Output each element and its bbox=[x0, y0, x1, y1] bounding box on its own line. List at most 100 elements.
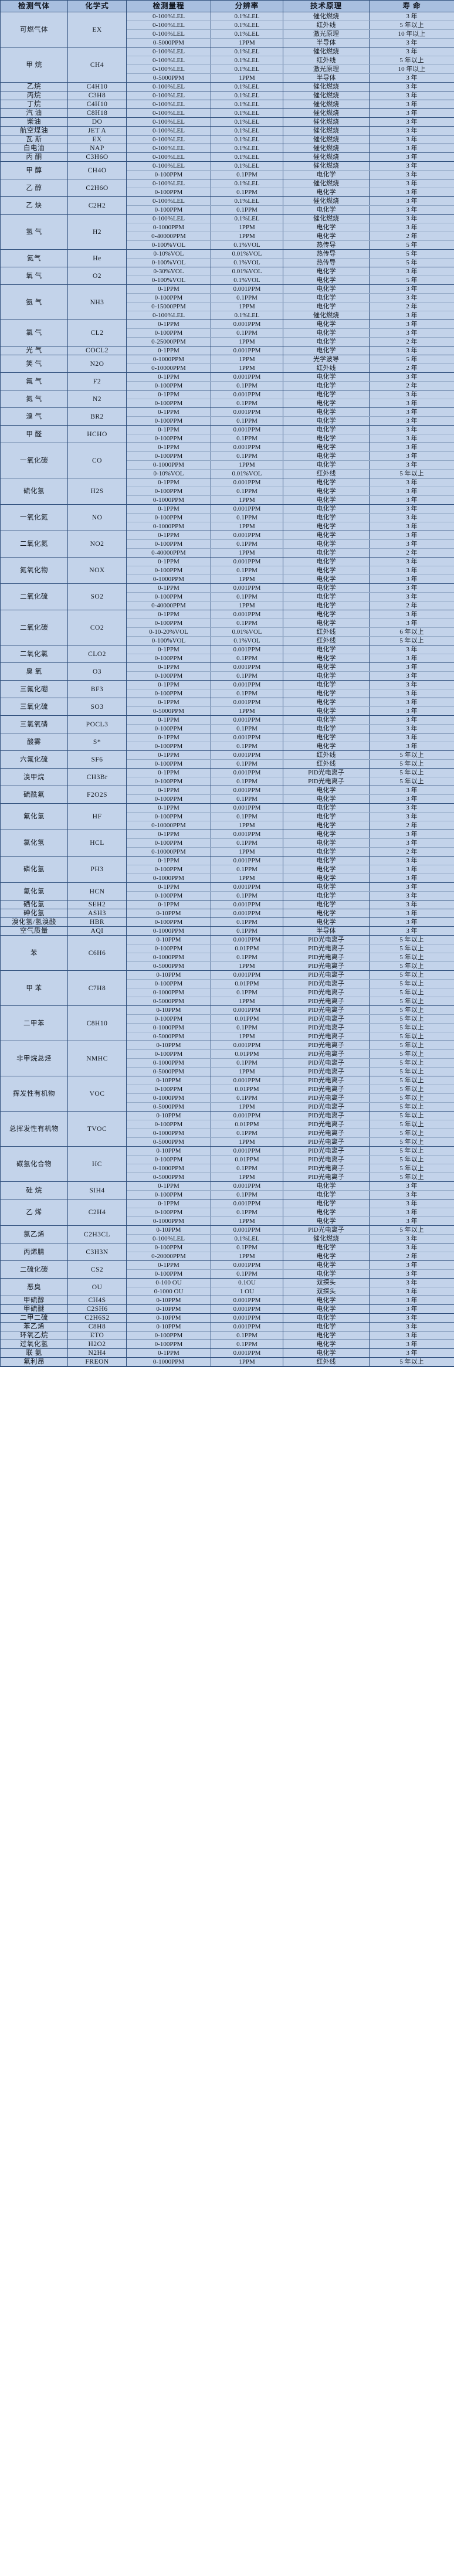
lifetime-cell: 3 年 bbox=[369, 460, 454, 470]
detection-range-cell: 0-1000PPM bbox=[126, 575, 211, 584]
gas-name-cell: 氰化氢 bbox=[0, 882, 68, 900]
gas-name-cell: 氟 气 bbox=[0, 372, 68, 390]
table-row: 二氧化硫 SO2 0-1PPM 0.001PPM 电化学 3 年 bbox=[0, 583, 454, 610]
detection-range-cell: 0-1000PPM bbox=[126, 988, 211, 997]
detection-range-cell: 0-1PPM bbox=[126, 478, 211, 487]
detection-range-cell: 0-100PPM bbox=[126, 917, 211, 927]
table-row: 溴化氢/氢溴酸 HBR 0-100PPM 0.1PPM 电化学 3 年 bbox=[0, 917, 454, 927]
detection-range-cell: 0-100%LEL bbox=[126, 179, 211, 188]
detection-range-cell: 0-10PPM bbox=[126, 935, 211, 944]
resolution-cell: 0.1%LEL bbox=[211, 126, 283, 135]
chemical-formula-cell: C2SH6 bbox=[67, 1304, 127, 1314]
detection-range-cell: 0-100%VOL bbox=[126, 636, 211, 645]
technology-principle-cell: 电化学 bbox=[283, 223, 370, 232]
table-row: 0-40000PPM 1PPM 电化学 2 年 bbox=[1, 232, 454, 241]
gas-name-cell: 乙 醇 bbox=[0, 179, 68, 197]
chemical-formula-cell: SIH4 bbox=[67, 1181, 127, 1199]
table-row: 硫酰氟 F2O2S 0-1PPM 0.001PPM 电化学 3 年 bbox=[0, 786, 454, 804]
chemical-formula-cell: OU bbox=[67, 1278, 127, 1296]
technology-principle-cell: 电化学 bbox=[283, 618, 370, 628]
technology-principle-cell: 红外线 bbox=[283, 759, 370, 769]
resolution-cell: 0.01PPM bbox=[211, 944, 283, 953]
lifetime-cell: 3 年 bbox=[369, 1260, 454, 1270]
technology-principle-cell: 电化学 bbox=[283, 856, 370, 865]
resolution-cell: 0.001PPM bbox=[211, 407, 283, 417]
technology-principle-cell: PID光电离子 bbox=[283, 970, 370, 980]
technology-principle-cell: 电化学 bbox=[283, 592, 370, 601]
lifetime-cell: 3 年 bbox=[369, 742, 454, 751]
lifetime-cell: 5 年 bbox=[369, 249, 454, 259]
chemical-formula-cell: C7H8 bbox=[67, 970, 127, 1006]
lifetime-cell: 3 年 bbox=[369, 715, 454, 725]
detection-range-cell: 0-40000PPM bbox=[126, 548, 211, 558]
technology-principle-cell: 电化学 bbox=[283, 1348, 370, 1358]
resolution-cell: 1PPM bbox=[211, 73, 283, 83]
detection-range-cell: 0-1PPM bbox=[126, 645, 211, 654]
detection-range-cell: 0-10PPM bbox=[126, 1005, 211, 1015]
technology-principle-cell: 电化学 bbox=[283, 821, 370, 830]
gas-name-cell: 二甲二硫 bbox=[0, 1313, 68, 1323]
table-row: 0-5000PPM 1PPM 半导体 3 年 bbox=[1, 38, 454, 47]
resolution-cell: 0.01%VOL bbox=[211, 267, 283, 276]
gas-name-cell: 过氧化氢 bbox=[0, 1340, 68, 1349]
gas-name-cell: 甲 苯 bbox=[0, 970, 68, 1006]
lifetime-cell: 5 年以上 bbox=[369, 1146, 454, 1156]
lifetime-cell: 6 年以上 bbox=[369, 627, 454, 637]
resolution-cell: 0.1%VOL bbox=[211, 258, 283, 267]
resolution-cell: 0.1PPM bbox=[211, 205, 283, 215]
table-row: 柴油 DO 0-100%LEL 0.1%LEL 催化燃烧 3 年 bbox=[0, 117, 454, 127]
detection-range-cell: 0-100PPM bbox=[126, 513, 211, 522]
detection-range-cell: 0-100PPM bbox=[126, 451, 211, 461]
technology-principle-cell: 电化学 bbox=[283, 495, 370, 505]
table-row: 0-1000PPM 0.1PPM PID光电离子 5 年以上 bbox=[1, 1164, 454, 1173]
detection-range-cell: 0-100PPM bbox=[126, 759, 211, 769]
technology-principle-cell: 电化学 bbox=[283, 909, 370, 918]
resolution-cell: 0.1%LEL bbox=[211, 108, 283, 118]
table-row: 0-10000PPM 1PPM 电化学 2 年 bbox=[1, 821, 454, 830]
detection-range-cell: 0-100%LEL bbox=[126, 311, 211, 320]
chemical-formula-cell: NO2 bbox=[67, 531, 127, 558]
resolution-cell: 0.1%VOL bbox=[211, 276, 283, 285]
chemical-formula-cell: NH3 bbox=[67, 284, 127, 320]
detection-range-cell: 0-100%LEL bbox=[126, 64, 211, 74]
table-row: 航空煤油 JET A 0-100%LEL 0.1%LEL 催化燃烧 3 年 bbox=[0, 126, 454, 135]
resolution-cell: 0.1%LEL bbox=[211, 152, 283, 162]
gas-name-cell: 二氧化硫 bbox=[0, 583, 68, 610]
detection-range-cell: 0-100PPM bbox=[126, 170, 211, 179]
gas-name-cell: 一氧化氮 bbox=[0, 504, 68, 531]
resolution-cell: 0.1PPM bbox=[211, 953, 283, 962]
table-row: 0-100PPM 0.1PPM 电化学 3 年 bbox=[1, 293, 454, 303]
table-row: 氯 气 CL2 0-1PPM 0.001PPM 电化学 3 年 bbox=[0, 320, 454, 346]
chemical-formula-cell: PH3 bbox=[67, 856, 127, 883]
resolution-cell: 0.001PPM bbox=[211, 372, 283, 382]
table-row: 0-100PPM 0.01PPM PID光电离子 5 年以上 bbox=[1, 1049, 454, 1059]
lifetime-cell: 5 年以上 bbox=[369, 970, 454, 980]
table-row: 0-1000PPM 1PPM 电化学 3 年 bbox=[1, 223, 454, 232]
gas-name-cell: 柴油 bbox=[0, 117, 68, 127]
gas-name-cell: 硫化氢 bbox=[0, 478, 68, 505]
detection-range-cell: 0-100%LEL bbox=[126, 56, 211, 65]
lifetime-cell: 3 年 bbox=[369, 909, 454, 918]
table-row: 笑 气 N2O 0-1000PPM 1PPM 光学波导 5 年 bbox=[0, 355, 454, 373]
resolution-cell: 0.001PPM bbox=[211, 803, 283, 813]
gas-name-cell: 六氟化硫 bbox=[0, 750, 68, 769]
gas-name-cell: 联 氨 bbox=[0, 1348, 68, 1358]
lifetime-cell: 3 年 bbox=[369, 724, 454, 733]
gas-name-cell: 二甲苯 bbox=[0, 1005, 68, 1041]
chemical-formula-cell: BF3 bbox=[67, 680, 127, 698]
technology-principle-cell: PID光电离子 bbox=[283, 988, 370, 997]
gas-name-cell: 氟化氢 bbox=[0, 803, 68, 830]
resolution-cell: 0.1%LEL bbox=[211, 117, 283, 127]
table-row: 硅 烷 SIH4 0-1PPM 0.001PPM 电化学 3 年 bbox=[0, 1181, 454, 1199]
lifetime-cell: 3 年 bbox=[369, 495, 454, 505]
detection-range-cell: 0-100PPM bbox=[126, 1049, 211, 1059]
lifetime-cell: 3 年 bbox=[369, 1340, 454, 1349]
resolution-cell: 0.001PPM bbox=[211, 1076, 283, 1085]
lifetime-cell: 2 年 bbox=[369, 337, 454, 346]
chemical-formula-cell: AQI bbox=[67, 926, 127, 936]
table-row: 空气质量 AQI 0-1000PPM 0.1PPM 半导体 3 年 bbox=[0, 926, 454, 936]
technology-principle-cell: 电化学 bbox=[283, 372, 370, 382]
lifetime-cell: 3 年 bbox=[369, 794, 454, 804]
lifetime-cell: 3 年 bbox=[369, 1181, 454, 1191]
table-row: 0-100PPM 0.1PPM 电化学 3 年 bbox=[1, 654, 454, 663]
